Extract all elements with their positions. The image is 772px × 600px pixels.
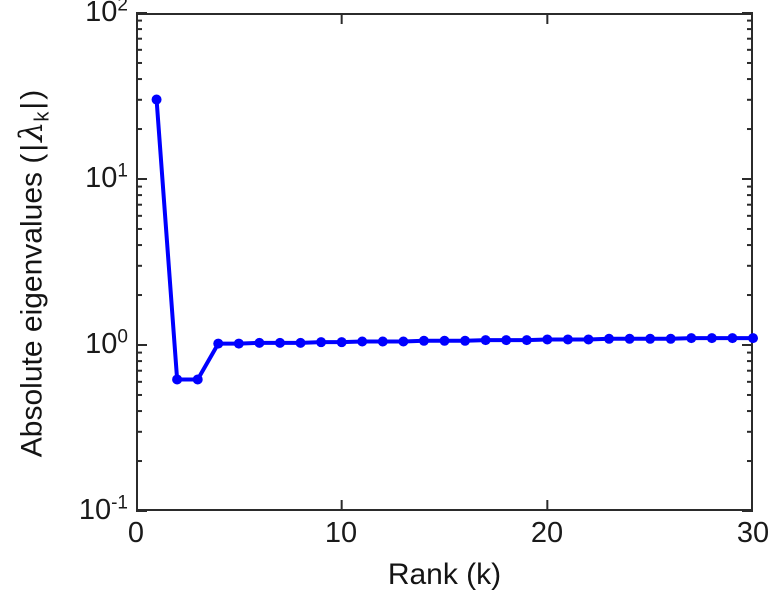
y-axis-title: Absolute eigenvalues (|λk|) xyxy=(11,24,54,524)
y-tick-mantissa: 10 xyxy=(78,494,112,526)
y-axis-title-lambda: λ xyxy=(11,121,50,142)
y-tick-label-1: 100 xyxy=(85,327,128,360)
y-tick-label-100: 102 xyxy=(85,0,128,27)
y-tick-label-10: 101 xyxy=(85,161,128,194)
plot-area xyxy=(136,13,753,511)
x-tick-label-0: 0 xyxy=(127,517,145,549)
x-tick-label-10: 10 xyxy=(324,517,358,549)
y-tick-label-0-1: 10-1 xyxy=(78,493,128,526)
y-tick-exponent: 0 xyxy=(117,326,128,348)
y-axis-title-suffix: ) xyxy=(15,89,49,100)
x-axis-title: Rank (k) xyxy=(387,558,502,591)
y-axis-title-prefix: Absolute eigenvalues ( xyxy=(15,153,49,458)
y-axis-tick-labels: 102 101 100 10-1 xyxy=(0,0,128,600)
y-axis-title-bar-open: | xyxy=(15,143,49,152)
x-tick-label-20: 20 xyxy=(530,517,564,549)
y-tick-exponent: 2 xyxy=(117,0,128,16)
y-axis-title-bar-close: | xyxy=(15,101,49,110)
y-tick-mantissa: 10 xyxy=(85,328,118,360)
y-tick-exponent: -1 xyxy=(111,492,128,514)
y-axis-title-subscript: k xyxy=(31,111,54,122)
y-tick-mantissa: 10 xyxy=(85,0,118,28)
x-axis-tick-labels: 0 10 20 30 xyxy=(0,519,772,559)
y-tick-mantissa: 10 xyxy=(85,162,118,194)
y-tick-exponent: 1 xyxy=(117,160,128,182)
x-tick-label-30: 30 xyxy=(736,517,770,549)
